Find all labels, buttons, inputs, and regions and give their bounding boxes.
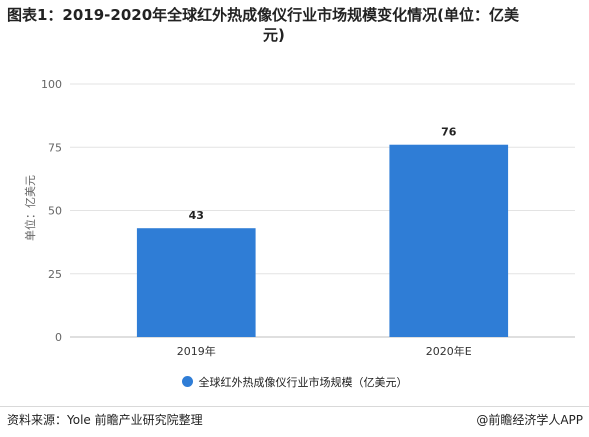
bar: [389, 144, 509, 337]
y-tick-label: 75: [48, 141, 62, 154]
y-tick-label: 50: [48, 205, 62, 218]
y-axis-ticks: 0 25 50 75 100: [41, 78, 62, 344]
brand-credit: @前瞻经济学人APP: [476, 413, 583, 427]
x-tick-label: 2020年E: [426, 344, 472, 358]
footer: 资料来源：Yole 前瞻产业研究院整理 @前瞻经济学人APP: [0, 406, 589, 437]
source-note: 资料来源：Yole 前瞻产业研究院整理: [7, 413, 203, 427]
data-label: 43: [189, 209, 204, 222]
y-tick-label: 0: [55, 331, 62, 344]
data-labels: 43 76: [189, 126, 457, 222]
legend-swatch: [181, 376, 193, 387]
bar: [136, 228, 256, 337]
chart-title-line1: 图表1：2019-2020年全球红外热成像仪行业市场规模变化情况(单位：亿美: [7, 6, 520, 24]
y-axis-label: 单位：亿美元: [23, 175, 37, 241]
y-tick-label: 25: [48, 268, 62, 281]
legend-label: 全球红外热成像仪行业市场规模（亿美元）: [198, 376, 408, 389]
chart-title: 图表1：2019-2020年全球红外热成像仪行业市场规模变化情况(单位：亿美 元…: [7, 5, 582, 45]
bars: [136, 144, 509, 337]
data-label: 76: [441, 126, 457, 139]
x-tick-label: 2019年: [177, 344, 216, 358]
chart-title-line2: 元): [263, 26, 285, 44]
x-axis-ticks: 2019年 2020年E: [177, 344, 472, 358]
y-tick-label: 100: [41, 78, 62, 91]
chart-legend: 全球红外热成像仪行业市场规模（亿美元）: [0, 376, 589, 390]
